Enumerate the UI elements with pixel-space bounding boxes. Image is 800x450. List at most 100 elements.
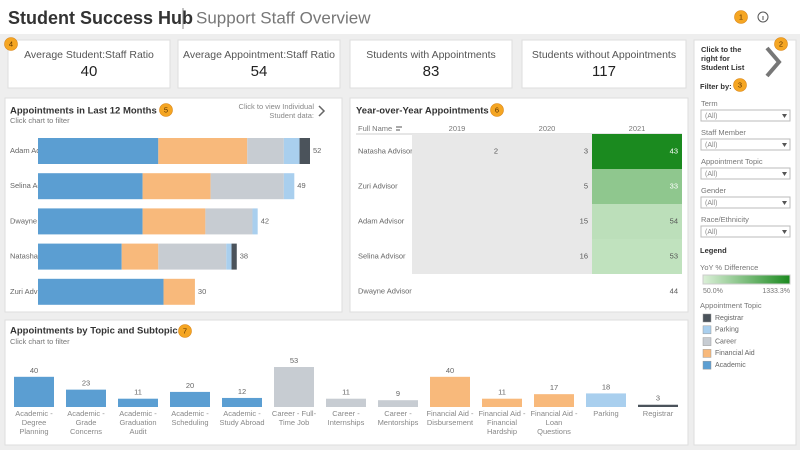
bar-segment [231,243,237,270]
bar-segment [252,208,258,235]
chart-subtitle: Click chart to filter [10,116,70,125]
legend-item: Career [715,338,737,345]
filter-label: Race/Ethnicity [701,215,749,224]
filter-dropdown[interactable] [700,225,791,238]
category-label: Career - Mentorships [377,409,419,427]
heat-cell [412,134,502,169]
filter-value: (All) [705,142,717,149]
legend-swatch [702,337,712,346]
filter-label: Gender [701,186,727,195]
bar-segment [163,278,195,305]
category-label: Academic - Grade Concerns [67,409,105,436]
dropdown-arrow [782,114,787,118]
kpi-label: Students with Appointments [366,49,496,61]
dropdown-arrow [782,230,787,234]
bar [586,393,626,407]
category-label: Parking [593,409,619,418]
link-text: Click to the right for Student List [701,45,745,72]
legend-title: Appointment Topic [700,301,762,310]
row-label: Zuri Advisor [358,181,398,190]
bar [118,398,158,407]
filter-dropdown[interactable] [700,196,791,209]
filter-dropdown[interactable] [700,167,791,180]
kpi-value: 83 [423,63,440,80]
dropdown-arrow [782,143,787,147]
cell-value: 53 [670,251,678,260]
cell-value: 2 [494,146,498,155]
heat-cell [412,239,502,274]
bar-segment [299,138,310,164]
filter-dropdown[interactable] [700,138,791,151]
cell-value: 33 [670,181,678,190]
bar [326,398,366,407]
total-label: 38 [240,252,248,261]
kpi-card [349,39,513,89]
bar-segment [38,278,164,305]
kpi-card [7,39,171,89]
category-label: Academic - Degree Planning [15,409,53,436]
filter-dropdown[interactable] [700,109,791,122]
total-label: 42 [261,216,269,225]
color-ramp [702,274,791,285]
info-icon[interactable] [757,11,769,23]
chart-subtitle: Click chart to filter [10,337,70,346]
kpi-label: Average Student:Staff Ratio [24,49,154,61]
heat-cell [592,274,682,309]
student-list-arrow[interactable] [765,46,782,78]
category-label: Financial Aid - Loan Questions [530,409,578,436]
bar-segment [142,173,211,200]
category-label: Career - Internships [327,409,365,427]
badge [734,10,748,24]
student-data-arrow[interactable] [318,105,326,117]
cell-value: 43 [670,146,678,155]
heat-cell [502,134,592,169]
badge-number: 2 [779,39,783,48]
filter-value: (All) [705,113,717,120]
column-header: 2020 [539,124,556,133]
value-label: 12 [238,387,246,396]
badge-number: 1 [739,12,743,21]
heat-cell [592,239,682,274]
category-label: Registrar [642,409,674,418]
cell-value: 3 [584,146,588,155]
value-label: 17 [550,383,558,392]
bar-segment [283,173,295,200]
bar [274,367,314,407]
bar-segment [247,138,284,164]
value-label: 40 [446,366,454,375]
kpi-card [177,39,341,89]
bar [170,391,210,407]
panel [4,319,689,446]
bar [66,389,106,407]
heat-cell [502,274,592,309]
column-header: 2019 [449,124,466,133]
heat-cell [592,169,682,204]
bar-segment [158,138,248,164]
page-subtitle: Support Staff Overview [196,8,371,27]
category-label: Academic - Study Abroad [219,409,265,427]
cell-value: 54 [670,216,678,225]
chart-title: Year-over-Year Appointments [356,106,489,117]
bar-segment [210,173,284,200]
heat-cell [592,204,682,239]
kpi-value: 40 [81,63,98,80]
bar [378,400,418,407]
chart-title: Appointments by Topic and Subtopic [10,326,178,337]
filter-value: (All) [705,200,717,207]
cell-value: 16 [580,251,588,260]
cell-value: 15 [580,216,588,225]
badge-number: 4 [9,39,13,48]
category-label: Financial Aid - Disbursement [426,409,474,427]
value-label: 11 [134,388,142,397]
bar-segment [38,243,122,270]
column-header: 2021 [629,124,646,133]
badge [490,103,504,117]
value-label: 23 [82,379,90,388]
dropdown-arrow [782,201,787,205]
header-bar [0,0,800,34]
bar [534,394,574,407]
filter-heading: Filter by: [700,82,732,91]
filter-value: (All) [705,229,717,236]
heat-cell [502,169,592,204]
